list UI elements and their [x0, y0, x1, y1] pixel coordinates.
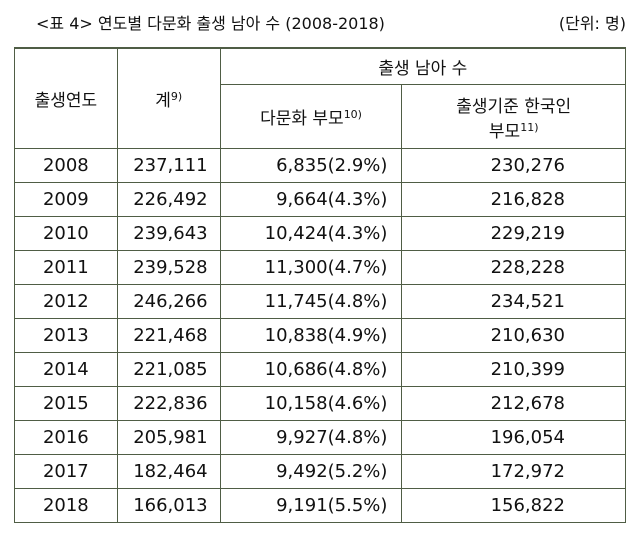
table-cell: 239,643: [116, 216, 221, 251]
table-row: 2017 182,464 9,492(5.2%) 172,972: [14, 454, 626, 489]
table-cell: 196,054: [401, 420, 626, 455]
group-header: 출생 남아 수: [219, 47, 627, 85]
table-cell: 2012: [14, 284, 118, 319]
table-cell: 166,013: [116, 488, 221, 523]
table-cell: 2011: [14, 250, 118, 285]
table-cell: 9,191(5.5%): [219, 488, 403, 523]
table-cell: 9,664(4.3%): [219, 182, 403, 217]
table-cell: 182,464: [116, 454, 221, 489]
table-cell: 210,630: [401, 318, 626, 353]
table-cell: 212,678: [401, 386, 626, 421]
table-row: 2018 166,013 9,191(5.5%) 156,822: [14, 488, 626, 523]
table-cell: 2018: [14, 488, 118, 523]
footnote-mark: 9): [170, 90, 183, 103]
title-bar: <표 4> 연도별 다문화 출생 남아 수 (2008-2018) (단위: 명…: [14, 6, 626, 34]
table-cell: 10,686(4.8%): [219, 352, 403, 387]
table-cell: 10,424(4.3%): [219, 216, 403, 251]
table-row: 2008 237,111 6,835(2.9%) 230,276: [14, 148, 626, 183]
table-cell: 228,228: [401, 250, 626, 285]
table-row: 2011 239,528 11,300(4.7%) 228,228: [14, 250, 626, 285]
multicultural-header: 다문화 부모10): [219, 84, 403, 149]
table-row: 2012 246,266 11,745(4.8%) 234,521: [14, 284, 626, 319]
table-row: 2014 221,085 10,686(4.8%) 210,399: [14, 352, 626, 387]
table-cell: 205,981: [116, 420, 221, 455]
table-row: 2013 221,468 10,838(4.9%) 210,630: [14, 318, 626, 353]
table-cell: 9,492(5.2%): [219, 454, 403, 489]
table-cell: 222,836: [116, 386, 221, 421]
table-cell: 239,528: [116, 250, 221, 285]
table-cell: 237,111: [116, 148, 221, 183]
table-body: 2008 237,111 6,835(2.9%) 230,276 2009 226,492…: [14, 148, 626, 523]
table-cell: 2013: [14, 318, 118, 353]
table-cell: 172,972: [401, 454, 626, 489]
table-cell: 10,838(4.9%): [219, 318, 403, 353]
table-cell: 2009: [14, 182, 118, 217]
table-cell: 226,492: [116, 182, 221, 217]
table-cell: 2014: [14, 352, 118, 387]
table-row: 2010 239,643 10,424(4.3%) 229,219: [14, 216, 626, 251]
table-row: 2009 226,492 9,664(4.3%) 216,828: [14, 182, 626, 217]
table-cell: 216,828: [401, 182, 626, 217]
table-cell: 9,927(4.8%): [219, 420, 403, 455]
table-row: 2016 205,981 9,927(4.8%) 196,054: [14, 420, 626, 455]
header-row: 출생연도 계9) 출생 남아 수: [14, 47, 627, 149]
table-cell: 156,822: [401, 488, 626, 523]
table-row: 2015 222,836 10,158(4.6%) 212,678: [14, 386, 626, 421]
table-cell: 229,219: [401, 216, 626, 251]
korean-label: 부모: [488, 121, 521, 142]
table-cell: 11,300(4.7%): [219, 250, 403, 285]
table-cell: 210,399: [401, 352, 626, 387]
table-cell: 230,276: [401, 148, 626, 183]
total-label: 계: [155, 91, 171, 111]
year-header: 출생연도: [14, 47, 118, 149]
footnote-mark: 10): [343, 108, 362, 121]
table-cell: 246,266: [116, 284, 221, 319]
table-cell: 234,521: [401, 284, 626, 319]
unit-label: (단위: 명): [558, 14, 626, 33]
table-cell: 2017: [14, 454, 118, 489]
total-header: 계9): [116, 47, 221, 149]
table-cell: 221,085: [116, 352, 221, 387]
table-cell: 6,835(2.9%): [219, 148, 403, 183]
table-cell: 2008: [14, 148, 118, 183]
table-cell: 11,745(4.8%): [219, 284, 403, 319]
table-title: <표 4> 연도별 다문화 출생 남아 수 (2008-2018): [36, 14, 385, 33]
footnote-mark: 11): [520, 120, 539, 134]
table-cell: 221,468: [116, 318, 221, 353]
table-cell: 2010: [14, 216, 118, 251]
table-cell: 2015: [14, 386, 118, 421]
korean-label: 출생기준 한국인: [456, 96, 572, 117]
table-cell: 2016: [14, 420, 118, 455]
multicultural-label: 다문화 부모: [260, 109, 344, 129]
table-cell: 10,158(4.6%): [219, 386, 403, 421]
